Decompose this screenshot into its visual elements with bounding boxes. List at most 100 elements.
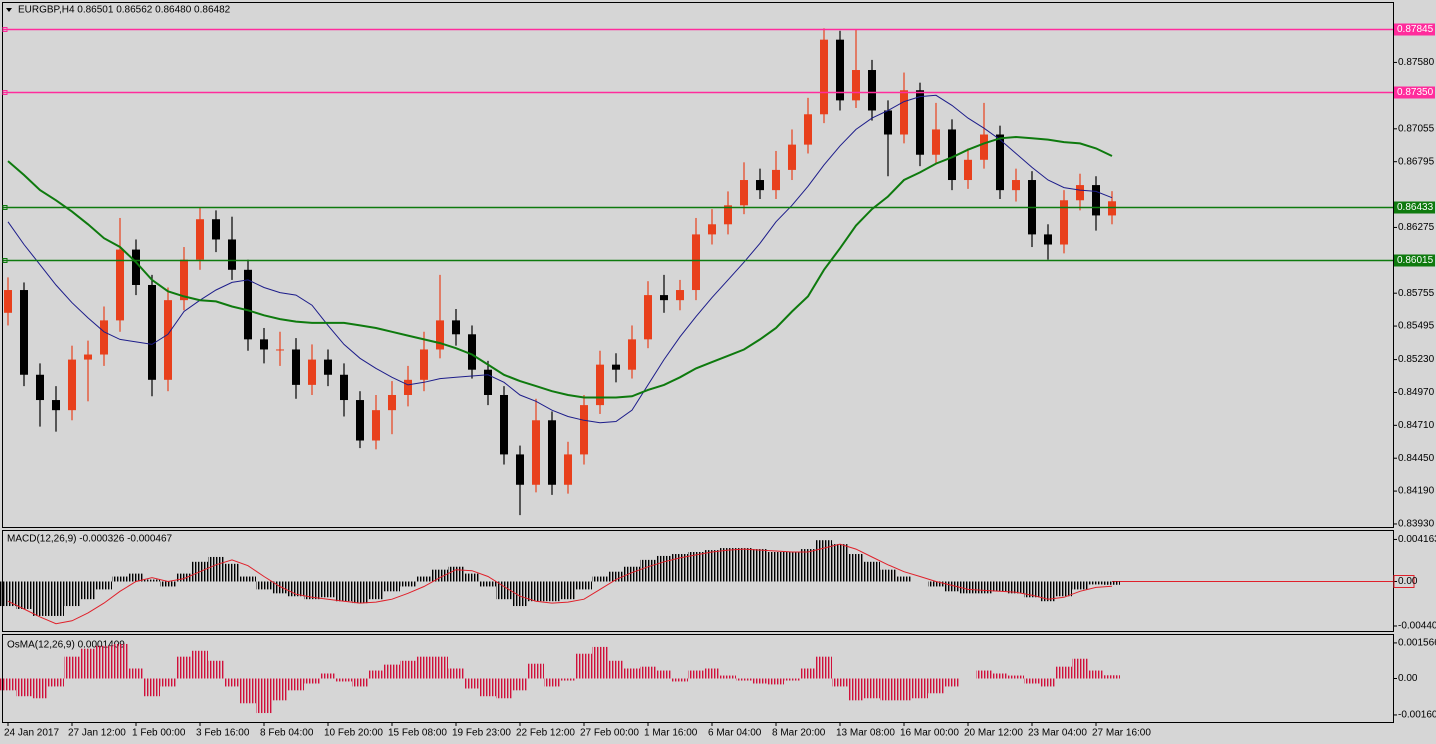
candle-body (52, 400, 60, 411)
histogram-bar (736, 548, 752, 582)
candle-body (244, 269, 252, 340)
histogram-bar (736, 678, 752, 681)
x-tick-label: 24 Jan 2017 (4, 728, 59, 739)
candle-body (68, 359, 76, 411)
level-price-label: 0.86433 (1397, 202, 1434, 213)
histogram-bar (576, 581, 592, 590)
histogram-bar (1088, 670, 1104, 679)
histogram-bar (864, 678, 880, 699)
histogram-bar (720, 675, 736, 679)
histogram-bar (1040, 678, 1056, 687)
histogram-bar (768, 552, 784, 582)
candle-body (916, 90, 924, 155)
histogram-bar (368, 670, 384, 679)
y-tick-label: 0.84190 (1398, 486, 1435, 497)
candle-body (340, 374, 348, 401)
y-tick-label: 0.00 (1398, 673, 1418, 684)
candle-body (868, 70, 876, 111)
x-tick-label: 8 Mar 20:00 (772, 728, 826, 739)
histogram-bar (112, 576, 128, 582)
candle-body (228, 239, 236, 270)
histogram-bar (1056, 666, 1072, 679)
x-tick-label: 27 Mar 16:00 (1092, 728, 1151, 739)
y-tick-label: 0.83930 (1398, 519, 1435, 530)
histogram-bar (272, 581, 288, 594)
y-tick-label: 0.86275 (1398, 222, 1435, 233)
histogram-bar (560, 581, 576, 600)
y-tick-label: 0.86795 (1398, 156, 1435, 167)
level-price-label: 0.87845 (1397, 24, 1434, 35)
level-endpoint (2, 90, 8, 95)
histogram-bar (304, 581, 320, 600)
histogram-bar (832, 544, 848, 582)
histogram-bar (0, 581, 16, 607)
histogram-bar (320, 673, 336, 679)
histogram-bar (784, 552, 800, 582)
candle-body (196, 219, 204, 260)
candle-body (36, 374, 44, 401)
x-tick-label: 23 Mar 04:00 (1028, 728, 1087, 739)
histogram-bar (32, 678, 48, 699)
histogram-bar (128, 668, 144, 679)
candle-body (628, 339, 636, 370)
histogram-bar (912, 678, 928, 699)
histogram-bar (32, 581, 48, 616)
candle-body (740, 180, 748, 206)
y-tick-label: 0.87580 (1398, 57, 1435, 68)
y-tick-label: 0.85755 (1398, 288, 1435, 299)
candle-body (164, 300, 172, 380)
histogram-bar (864, 561, 880, 582)
candle-body (500, 394, 508, 455)
candle-body (180, 259, 188, 301)
candle-body (484, 369, 492, 395)
histogram-bar (976, 581, 992, 594)
histogram-bar (1104, 675, 1120, 679)
histogram-bar (256, 581, 272, 590)
osma-title: OsMA(12,26,9) 0.0001409 (7, 640, 125, 651)
candle-body (276, 349, 284, 351)
histogram-bar (368, 581, 384, 600)
candle-body (1044, 234, 1052, 245)
menu-arrow[interactable] (6, 8, 12, 12)
histogram-bar (176, 573, 192, 582)
candle-body (964, 159, 972, 181)
histogram-bar (960, 581, 976, 594)
histogram-bar (704, 550, 720, 582)
candle-body (548, 420, 556, 485)
histogram-bar (336, 581, 352, 602)
x-tick-label: 27 Feb 00:00 (580, 728, 639, 739)
histogram-bar (416, 576, 432, 582)
histogram-bar (160, 678, 176, 687)
candle-body (884, 110, 892, 135)
histogram-bar (320, 581, 336, 598)
histogram-bar (768, 678, 784, 685)
candle-body (1108, 201, 1116, 216)
histogram-bar (528, 663, 544, 679)
histogram-bar (384, 581, 400, 592)
histogram-bar (464, 573, 480, 582)
y-tick-label: 0.001566 (1398, 638, 1436, 649)
candle-body (84, 354, 92, 360)
y-tick-label: 0.84450 (1398, 453, 1435, 464)
histogram-bar (384, 664, 400, 679)
histogram-bar (976, 670, 992, 679)
moving-average (7, 94, 1113, 424)
candle-body (564, 454, 572, 485)
candle-body (804, 114, 812, 145)
candle-body (260, 339, 268, 350)
histogram-bar (688, 670, 704, 679)
histogram-bar (256, 678, 272, 714)
histogram-bar (352, 581, 368, 604)
histogram-bar (624, 668, 640, 679)
level-price-label: 0.86015 (1397, 255, 1434, 266)
y-tick-label: 0.87055 (1398, 123, 1435, 134)
histogram-bar (512, 581, 528, 607)
moving-average (7, 135, 1113, 399)
histogram-bar (272, 678, 288, 701)
macd-title: MACD(12,26,9) -0.000326 -0.000467 (7, 534, 173, 545)
histogram-bar (624, 566, 640, 582)
histogram-bar (240, 678, 256, 704)
histogram-bar (784, 678, 800, 681)
candle-body (788, 144, 796, 170)
level-price-box (1394, 254, 1435, 267)
